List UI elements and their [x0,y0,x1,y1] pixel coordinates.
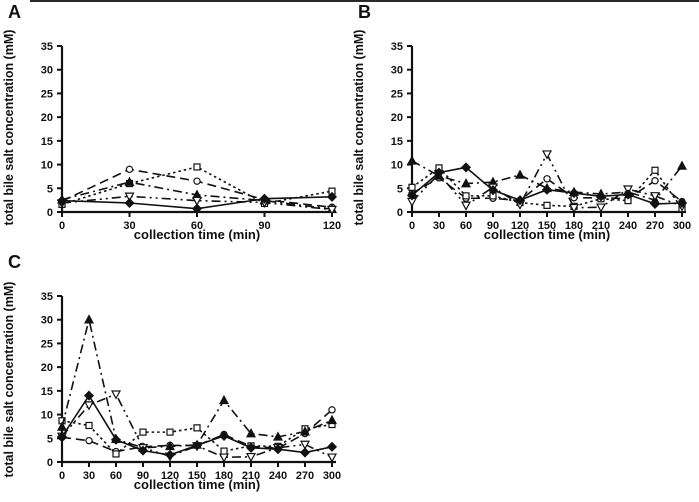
series-line-open-inverted-triangle [61,393,333,459]
panel-b-y-axis-label: total bile salt concentration (mM) [352,29,366,226]
x-tick-label: 0 [409,220,415,232]
panel-b-chart: 0 5 10 15 20 25 30 35 0 30 60 90 120 150 180 210 240 270 3… [391,41,691,232]
x-tick-label: 120 [323,220,341,232]
y-tick-label: 25 [41,88,53,100]
y-tick-label: 5 [47,433,53,445]
panel-c-x-axis-label: collection time (min) [133,477,261,492]
x-tick-label: 210 [242,470,260,482]
y-tick-label: 10 [41,160,53,172]
panel-c-y-axis-label: total bile salt concentration (mM) [2,281,16,478]
x-tick-label: 60 [460,220,472,232]
panel-a-y-axis-label: total bile salt concentration (mM) [2,29,16,226]
y-tick-label: 25 [41,338,53,350]
y-tick-label: 10 [391,160,403,172]
y-tick-label: 10 [41,410,53,422]
y-tick-label: 0 [47,457,53,469]
x-tick-label: 60 [191,220,203,232]
x-tick-label: 90 [137,470,149,482]
x-tick-label: 180 [215,470,233,482]
series-filled-diamond [56,390,338,460]
series-line-filled-triangle [411,160,683,202]
y-tick-label: 30 [41,315,53,327]
x-tick-label: 300 [673,220,691,232]
y-tick-label: 15 [391,136,403,148]
x-tick-label: 150 [538,220,556,232]
series-line-filled-triangle [61,319,333,449]
x-tick-label: 180 [565,220,583,232]
panel-c-label: C [8,252,21,272]
x-tick-label: 30 [433,220,445,232]
x-tick-label: 0 [59,220,65,232]
x-tick-label: 0 [59,470,65,482]
series-filled-diamond [56,191,338,214]
x-tick-label: 60 [110,470,122,482]
series-filled-diamond [406,162,688,209]
x-tick-label: 120 [161,470,179,482]
figure-top-border [30,0,699,2]
y-tick-label: 30 [41,65,53,77]
axes: 0 5 10 15 20 25 30 35 0 30 60 90 120 150 180 210 240 270 3… [391,41,691,232]
panel-b-label: B [358,2,371,22]
panel-a: 0 5 10 15 20 25 30 35 0 30 60 90 120 A total bile sa… [0,0,350,250]
panel-b-x-axis-label: collection time (min) [483,227,611,242]
x-tick-label: 270 [646,220,664,232]
x-tick-label: 120 [511,220,529,232]
axes: 0 5 10 15 20 25 30 35 0 30 60 90 120 [41,41,341,232]
x-tick-label: 90 [487,220,499,232]
y-tick-label: 25 [391,88,403,100]
series-line-open-inverted-triangle [61,195,333,211]
panel-c: 0 5 10 15 20 25 30 35 0 30 60 90 120 150 180 210 240 270 3… [0,250,350,502]
y-tick-label: 35 [41,291,53,303]
x-tick-label: 240 [619,220,637,232]
x-tick-label: 240 [269,470,287,482]
y-tick-label: 15 [41,136,53,148]
y-tick-label: 20 [391,112,403,124]
panel-a-chart: 0 5 10 15 20 25 30 35 0 30 60 90 120 [41,41,341,232]
y-tick-label: 20 [41,112,53,124]
x-tick-label: 210 [592,220,610,232]
series-line-open-circle [61,409,333,453]
y-tick-label: 5 [47,183,53,195]
x-tick-label: 150 [188,470,206,482]
x-tick-label: 30 [123,220,135,232]
y-tick-label: 15 [41,386,53,398]
panel-c-chart: 0 5 10 15 20 25 30 35 0 30 60 90 120 150 180 210 240 270 3… [41,291,341,482]
y-tick-label: 5 [397,183,403,195]
panel-b: 0 5 10 15 20 25 30 35 0 30 60 90 120 150 180 210 240 270 3… [350,0,699,250]
y-tick-label: 0 [397,207,403,219]
y-tick-label: 35 [391,41,403,53]
panel-a-x-axis-label: collection time (min) [133,227,261,242]
x-tick-label: 30 [83,470,95,482]
y-tick-label: 0 [47,207,53,219]
axes: 0 5 10 15 20 25 30 35 0 30 60 90 120 150 180 210 240 270 3… [41,291,341,482]
x-tick-label: 90 [258,220,270,232]
y-tick-label: 30 [391,65,403,77]
y-tick-label: 20 [41,362,53,374]
x-tick-label: 270 [296,470,314,482]
y-tick-label: 35 [41,41,53,53]
panel-a-label: A [8,2,21,22]
x-tick-label: 300 [323,470,341,482]
